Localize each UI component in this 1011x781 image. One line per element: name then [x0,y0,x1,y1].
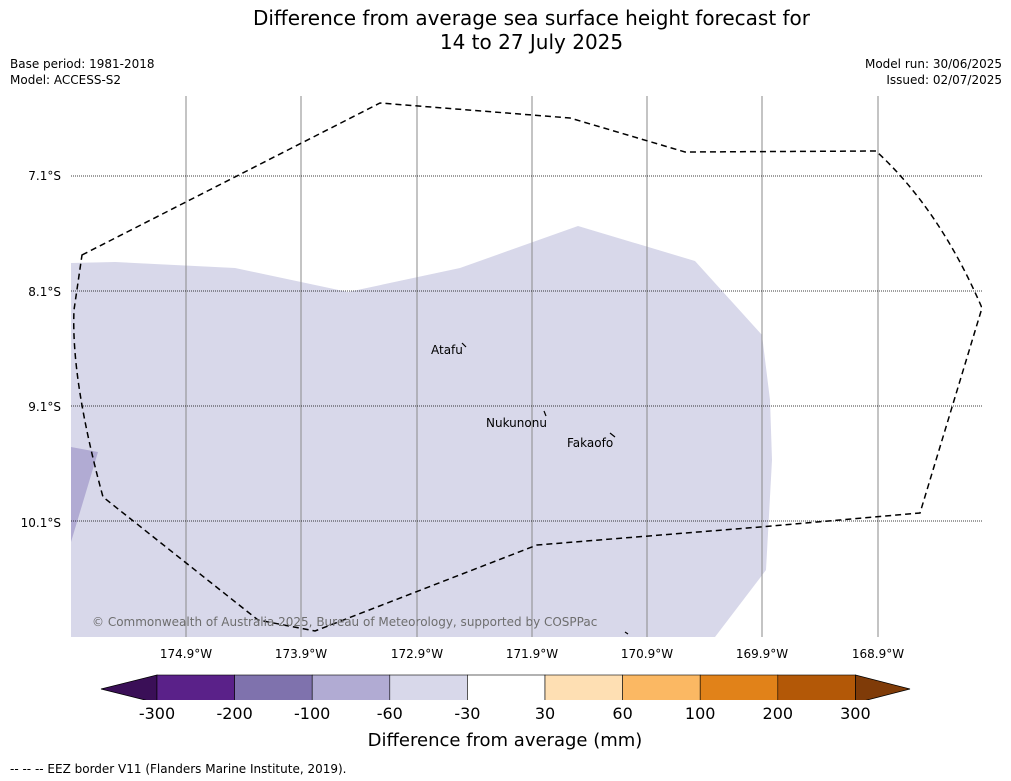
colorbar-tick-label: -200 [216,704,253,723]
title-line-2: 14 to 27 July 2025 [439,30,624,54]
longitude-labels: 174.9°W 173.9°W 172.9°W 171.9°W 170.9°W … [160,647,904,661]
colorbar-swatch [622,674,701,700]
eez-border-legend: -- -- -- EEZ border V11 (Flanders Marine… [10,762,347,776]
copyright-text: © Commonwealth of Australia 2025, Bureau… [92,615,597,629]
meta-right: Model run: 30/06/2025 Issued: 02/07/2025 [865,56,1002,88]
lon-label: 171.9°W [506,647,558,661]
colorbar-tick-label: -300 [138,704,176,723]
colorbar-swatch [777,674,856,700]
colorbar-swatch [311,674,391,700]
anomaly-patch-dark [71,447,98,542]
colorbar-swatch [699,674,779,700]
colorbar-tick-label: 200 [762,704,794,723]
lat-label: 10.1°S [21,516,61,530]
colorbar-tick-label: 100 [684,704,716,723]
lat-label: 9.1°S [28,400,61,414]
lon-label: 169.9°W [736,647,788,661]
colorbar-title: Difference from average (mm) [367,730,643,751]
colorbar-tick-label: 300 [840,704,871,723]
island-label-fakaofo: Fakaofo [567,436,613,450]
colorbar-tick-label: -60 [376,704,403,723]
model-name: Model: ACCESS-S2 [10,73,122,87]
latitude-labels: 7.1°S 8.1°S 9.1°S 10.1°S [21,169,61,530]
lon-label: 168.9°W [852,647,904,661]
map-canvas: Atafu Nukunonu Fakaofo © Commonwealth of… [21,96,982,700]
anomaly-field [71,226,772,637]
eez-border [73,102,982,632]
colorbar-swatch [544,674,623,700]
colorbar-tick-label: -30 [454,704,481,723]
map-title: Difference from average sea surface heig… [0,6,1011,54]
colorbar-tick-label: 60 [612,704,633,723]
map-area [71,96,982,637]
lon-label: 170.9°W [621,647,673,661]
colorbar [100,674,911,700]
model-run: Model run: 30/06/2025 [864,57,1002,71]
colorbar-extend-low [100,674,158,700]
island-markers [461,342,629,635]
lat-label: 8.1°S [28,285,61,299]
colorbar-swatch [467,674,546,700]
issued-date: Issued: 02/07/2025 [886,73,1002,87]
island-label-nukunonu: Nukunonu [486,416,547,430]
colorbar-swatch [234,674,313,700]
lon-label: 172.9°W [391,647,443,661]
colorbar-extend-high [855,674,911,700]
colorbar-tick-label: 30 [534,704,556,723]
lat-label: 7.1°S [28,169,61,183]
island-label-atafu: Atafu [431,343,463,357]
meridian-gridlines [185,96,879,637]
base-period: Base period: 1981-2018 [10,57,155,71]
lon-label: 173.9°W [275,647,327,661]
title-line-1: Difference from average sea surface heig… [252,6,811,30]
lon-label: 174.9°W [160,647,212,661]
colorbar-swatch [156,674,235,700]
meta-left: Base period: 1981-2018 Model: ACCESS-S2 [10,56,155,88]
colorbar-tick-label: -100 [294,704,331,723]
colorbar-swatch [389,674,468,700]
